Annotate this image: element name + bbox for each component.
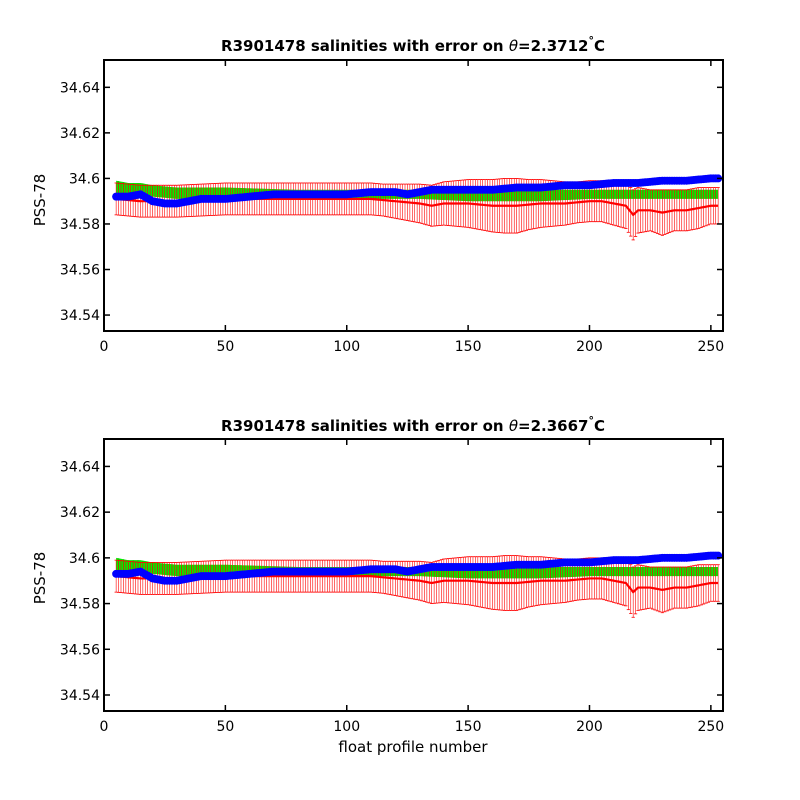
bottom-chart-title: R3901478 salinities with error on θ=2.36…: [221, 414, 605, 435]
bottom-chart-plot-area: [112, 551, 723, 618]
top-chart-plot-area: [112, 174, 723, 241]
top-x-tick-label: 150: [455, 339, 482, 355]
top-y-tick-label: 34.64: [60, 80, 100, 96]
top-x-tick-label: 250: [697, 339, 724, 355]
bottom-chart-xlabel: float profile number: [338, 738, 488, 756]
top-y-tick-label: 34.62: [60, 126, 100, 142]
top-y-tick-label: 34.54: [60, 308, 100, 324]
top-chart-ylabel: PSS-78: [31, 174, 49, 227]
top-chart-series: [112, 174, 723, 241]
top-y-tick-label: 34.56: [60, 263, 100, 279]
bottom-chart-ticks: 0 50 100 150 200 250 34.54 34.56 34.58 34.6 34.62 3…: [60, 438, 724, 735]
bottom-y-tick-label: 34.56: [60, 642, 100, 658]
bottom-y-tick-label: 34.64: [60, 459, 100, 475]
bottom-chart-axes-box: [103, 438, 724, 712]
top-x-tick-label: 200: [576, 339, 603, 355]
top-y-tick-label: 34.6: [69, 171, 100, 187]
bottom-y-tick-label: 34.6: [69, 551, 100, 567]
bottom-chart-ylabel: PSS-78: [31, 552, 49, 605]
top-x-tick-label: 100: [333, 339, 360, 355]
bottom-x-tick-label: 150: [455, 719, 482, 735]
bottom-x-tick-label: 0: [100, 719, 109, 735]
bottom-chart-panel: R3901478 salinities with error on θ=2.36…: [31, 414, 724, 756]
top-y-tick-label: 34.58: [60, 217, 100, 233]
top-chart-panel: R3901478 salinities with error on θ=2.37…: [31, 34, 724, 355]
bottom-y-tick-label: 34.58: [60, 597, 100, 613]
bottom-chart-series: [112, 551, 723, 618]
top-chart-title: R3901478 salinities with error on θ=2.37…: [221, 34, 605, 55]
bottom-y-tick-label: 34.54: [60, 688, 100, 704]
bottom-y-tick-label: 34.62: [60, 505, 100, 521]
bottom-x-tick-label: 50: [216, 719, 234, 735]
top-chart-ticks: 0 50 100 150 200 250 34.54 34.56 34.58 34.6 34.62 3…: [60, 59, 724, 355]
top-x-tick-label: 0: [100, 339, 109, 355]
top-x-tick-label: 50: [216, 339, 234, 355]
bottom-x-tick-label: 100: [333, 719, 360, 735]
bottom-x-tick-label: 250: [697, 719, 724, 735]
bottom-x-tick-label: 200: [576, 719, 603, 735]
top-chart-axes-box: [103, 59, 724, 332]
